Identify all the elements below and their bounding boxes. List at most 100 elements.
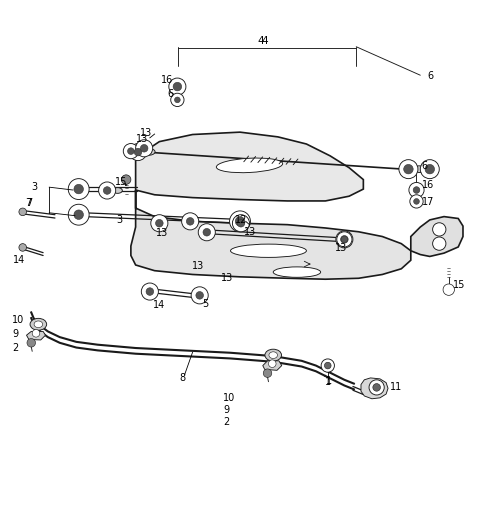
Circle shape (369, 380, 384, 395)
Circle shape (324, 362, 331, 369)
Text: 15: 15 (115, 177, 127, 187)
Circle shape (341, 236, 348, 243)
Text: 4: 4 (258, 36, 264, 46)
Circle shape (432, 223, 446, 236)
Circle shape (140, 145, 148, 152)
Text: 5: 5 (202, 299, 208, 309)
Circle shape (130, 144, 146, 160)
Ellipse shape (216, 158, 283, 173)
Text: 7: 7 (25, 198, 32, 208)
Circle shape (181, 213, 199, 230)
Polygon shape (136, 132, 363, 201)
Circle shape (443, 284, 455, 295)
Circle shape (198, 224, 216, 241)
Circle shape (203, 228, 211, 236)
Ellipse shape (230, 244, 306, 258)
Circle shape (128, 148, 134, 154)
Polygon shape (361, 378, 388, 399)
Text: 13: 13 (192, 262, 204, 271)
Circle shape (68, 204, 89, 225)
Text: 10: 10 (12, 315, 24, 326)
Ellipse shape (34, 321, 43, 328)
Circle shape (175, 97, 180, 103)
Text: 2: 2 (223, 416, 229, 427)
Circle shape (27, 338, 36, 347)
Circle shape (414, 199, 420, 204)
Circle shape (337, 232, 352, 247)
Circle shape (232, 215, 250, 232)
Circle shape (171, 93, 184, 106)
Circle shape (336, 231, 353, 248)
Text: 10: 10 (223, 393, 236, 403)
Text: 6: 6 (427, 71, 433, 81)
Text: 12: 12 (235, 215, 248, 225)
Ellipse shape (144, 149, 155, 155)
Circle shape (373, 384, 381, 391)
Circle shape (123, 144, 138, 159)
Text: 3: 3 (31, 182, 37, 192)
Circle shape (263, 369, 272, 378)
Circle shape (146, 288, 154, 295)
Text: 17: 17 (422, 197, 434, 207)
Circle shape (173, 82, 181, 91)
Text: 13: 13 (140, 128, 153, 138)
Text: 16: 16 (161, 75, 174, 85)
Text: 13: 13 (244, 227, 256, 237)
Text: 7: 7 (26, 198, 33, 208)
Circle shape (410, 195, 423, 208)
Ellipse shape (269, 352, 277, 358)
Text: 13: 13 (221, 273, 233, 283)
Circle shape (74, 184, 84, 194)
Circle shape (98, 182, 116, 199)
Text: 9: 9 (223, 405, 229, 415)
Circle shape (229, 211, 251, 232)
Text: 15: 15 (453, 280, 465, 290)
Text: 2: 2 (12, 343, 19, 353)
Circle shape (341, 236, 348, 243)
Circle shape (19, 244, 26, 251)
Text: 13: 13 (156, 228, 168, 238)
Circle shape (413, 187, 420, 193)
Text: 4: 4 (261, 36, 268, 46)
Circle shape (19, 208, 26, 216)
Text: 1: 1 (326, 376, 332, 386)
Circle shape (136, 140, 153, 157)
Ellipse shape (273, 267, 321, 277)
Text: 6: 6 (168, 89, 174, 99)
Polygon shape (263, 361, 282, 370)
Circle shape (103, 187, 111, 194)
Circle shape (404, 165, 413, 174)
Circle shape (32, 330, 40, 337)
Circle shape (399, 159, 418, 179)
Text: 14: 14 (13, 255, 25, 265)
Circle shape (321, 359, 335, 372)
Circle shape (235, 217, 245, 226)
Circle shape (156, 219, 163, 227)
Ellipse shape (30, 318, 47, 330)
Text: 13: 13 (335, 243, 347, 253)
Circle shape (432, 237, 446, 250)
Circle shape (196, 292, 204, 299)
Circle shape (134, 148, 142, 156)
Text: 16: 16 (422, 180, 434, 190)
Ellipse shape (265, 349, 281, 361)
Polygon shape (131, 190, 411, 279)
Polygon shape (411, 217, 463, 257)
Circle shape (74, 210, 84, 219)
Circle shape (169, 78, 186, 95)
Circle shape (268, 360, 276, 367)
Circle shape (121, 175, 131, 184)
Circle shape (191, 287, 208, 304)
Ellipse shape (113, 188, 122, 193)
Circle shape (409, 182, 424, 198)
Circle shape (425, 165, 434, 174)
Circle shape (420, 159, 439, 179)
Text: 3: 3 (117, 215, 123, 225)
Circle shape (151, 215, 168, 232)
Text: 8: 8 (179, 373, 185, 383)
Text: 1: 1 (324, 377, 331, 387)
Circle shape (141, 283, 158, 300)
Circle shape (68, 179, 89, 199)
Ellipse shape (413, 166, 425, 173)
Text: 9: 9 (12, 329, 18, 339)
